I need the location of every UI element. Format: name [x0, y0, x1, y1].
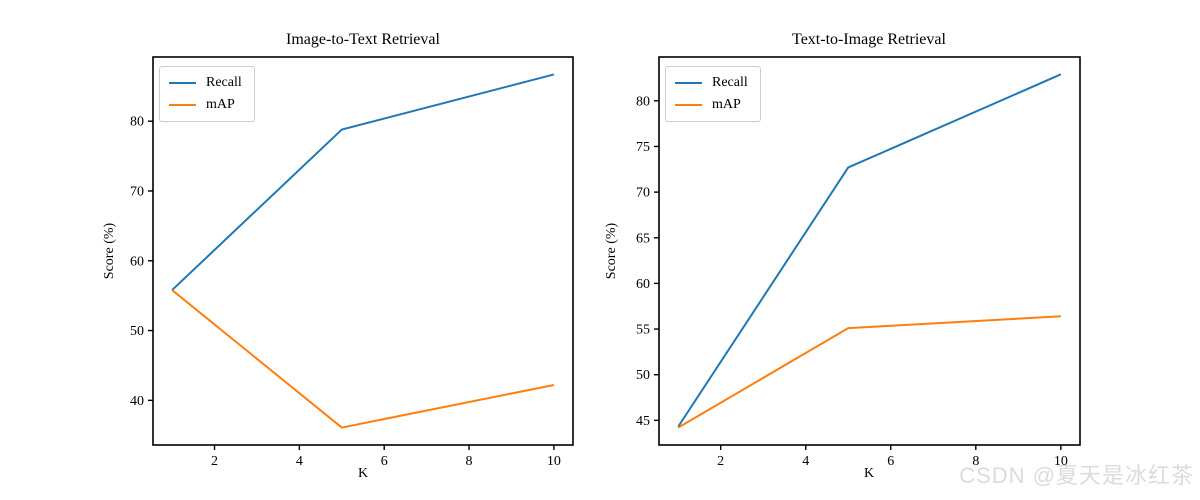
legend-entry-recall: Recall	[169, 72, 242, 94]
map-line-swatch	[675, 104, 702, 106]
y-tick-label: 40	[130, 394, 144, 409]
map-line	[171, 289, 555, 429]
y-tick-label: 55	[636, 323, 650, 338]
legend-entry-recall: Recall	[675, 72, 748, 94]
plot-border	[658, 56, 1081, 446]
y-tick-label: 65	[636, 231, 650, 246]
x-axis-label-left: K	[357, 466, 369, 481]
legend-label-recall: Recall	[712, 75, 748, 90]
y-axis-label-left: Score (%)	[102, 222, 117, 280]
y-tick-label: 70	[636, 186, 650, 201]
y-axis-label-right: Score (%)	[604, 222, 619, 280]
recall-line	[171, 73, 555, 291]
y-tick-label: 50	[636, 368, 650, 383]
legend-label-recall: Recall	[206, 75, 242, 90]
x-tick-label: 8	[972, 454, 979, 469]
x-tick-label: 6	[381, 454, 388, 469]
y-tick-label: 75	[636, 140, 650, 155]
x-tick-label: 4	[296, 454, 303, 469]
legend-entry-map: mAP	[675, 94, 748, 116]
map-line-swatch	[169, 104, 196, 106]
legend-left: Recall mAP	[159, 66, 255, 122]
recall-line-swatch	[169, 82, 196, 84]
x-tick-label: 10	[1054, 454, 1068, 469]
x-axis-label-right: K	[863, 466, 875, 481]
legend-entry-map: mAP	[169, 94, 242, 116]
plot-area-image-to-text: 2 4 6 8 10 40 50 60 70 80	[130, 56, 574, 469]
csdn-watermark: CSDN @夏天是冰红茶	[959, 463, 1194, 488]
y-tick-label: 45	[636, 414, 650, 429]
y-tick-label: 70	[130, 184, 144, 199]
x-tick-label: 8	[466, 454, 473, 469]
y-tick-label: 80	[130, 115, 144, 130]
map-line	[677, 315, 1061, 429]
x-tick-label: 4	[802, 454, 809, 469]
y-tick-label: 50	[130, 324, 144, 339]
y-tick-label: 60	[636, 277, 650, 292]
legend-label-map: mAP	[206, 97, 235, 112]
y-tick-label: 60	[130, 254, 144, 269]
x-tick-label: 2	[211, 454, 218, 469]
x-tick-label: 10	[547, 454, 561, 469]
chart-title-text-to-image: Text-to-Image Retrieval	[792, 31, 946, 48]
plot-border	[152, 56, 574, 446]
legend-right: Recall mAP	[665, 66, 761, 122]
recall-line-swatch	[675, 82, 702, 84]
plot-area-text-to-image: 2 4 6 8 10 45 50 55 60 65 70 75 80	[636, 56, 1081, 469]
recall-line	[677, 73, 1062, 428]
x-tick-label: 2	[717, 454, 724, 469]
chart-title-image-to-text: Image-to-Text Retrieval	[286, 31, 440, 48]
x-tick-label: 6	[887, 454, 894, 469]
legend-label-map: mAP	[712, 97, 741, 112]
y-tick-label: 80	[636, 94, 650, 109]
